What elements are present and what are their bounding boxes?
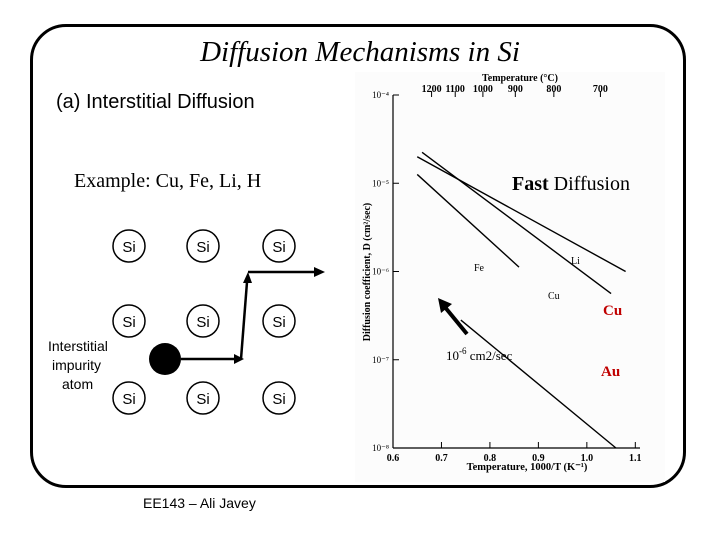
diffusion-path <box>181 267 325 364</box>
si-label: Si <box>196 314 209 331</box>
series-label-fe: Fe <box>474 263 485 274</box>
si-atom <box>262 229 296 263</box>
y-tick-label: 10⁻⁸ <box>372 443 389 453</box>
top-tick-label: 1200 <box>422 84 442 95</box>
top-tick-label: 1000 <box>473 84 493 95</box>
fast-rest: Diffusion <box>549 173 630 195</box>
si-label: Si <box>272 391 285 408</box>
impurity-label-line: Interstitial <box>48 338 108 354</box>
y-tick-label: 10⁻⁷ <box>372 355 389 365</box>
y-tick-label: 10⁻⁴ <box>372 90 389 100</box>
si-label: Si <box>196 239 209 256</box>
x-tick-label: 0.8 <box>484 453 497 464</box>
si-atom <box>186 381 220 415</box>
si-atom <box>262 381 296 415</box>
si-atom <box>112 229 146 263</box>
series-label-cu: Cu <box>548 291 560 302</box>
x-tick-label: 0.7 <box>435 453 448 464</box>
series-line-unlabeled-3 <box>460 319 617 449</box>
footer-text: EE143 – Ali Javey <box>143 495 256 511</box>
x-tick-label: 1.1 <box>629 453 642 464</box>
chart-background <box>355 72 665 482</box>
direction-arrow <box>438 298 469 336</box>
interstitial-impurity-atom <box>149 343 181 375</box>
si-label: Si <box>122 391 135 408</box>
si-label: Si <box>272 239 285 256</box>
fast-diffusion-annotation: Fast Diffusion <box>512 173 630 195</box>
top-tick-label: 700 <box>593 84 608 95</box>
coef-exp: -6 <box>459 346 467 356</box>
example-text: Example: Cu, Fe, Li, H <box>74 170 262 192</box>
slide-subtitle: (a) Interstitial Diffusion <box>56 91 255 113</box>
top-tick-label: 900 <box>508 84 523 95</box>
si-label: Si <box>122 314 135 331</box>
si-label: Si <box>272 314 285 331</box>
top-tick-label: 800 <box>546 84 561 95</box>
series-line-fe <box>416 173 520 268</box>
x-tick-label: 1.0 <box>581 453 594 464</box>
si-atom <box>112 381 146 415</box>
si-atom <box>186 229 220 263</box>
si-label: Si <box>196 391 209 408</box>
au-annotation: Au <box>601 364 620 380</box>
fast-bold: Fast <box>512 173 549 195</box>
impurity-label-line: impurity <box>52 357 101 373</box>
y-tick-label: 10⁻⁵ <box>372 178 389 188</box>
coef-base: 10 <box>446 348 459 363</box>
y-axis-label: Diffusion coefficient, D (cm²/sec) <box>362 203 373 342</box>
y-tick-label: 10⁻⁶ <box>372 267 389 277</box>
x-axis-label: Temperature, 1000/T (K⁻¹) <box>467 462 588 473</box>
y-axis-ticks: 10⁻⁴ 10⁻⁵ 10⁻⁶ 10⁻⁷ 10⁻⁸ <box>372 90 399 453</box>
si-label: Si <box>122 239 135 256</box>
series-label-li: Li <box>571 256 580 267</box>
cu-annotation: Cu <box>603 303 622 319</box>
series-lines <box>416 151 626 449</box>
x-tick-label: 0.6 <box>387 453 400 464</box>
top-axis-label: Temperature (°C) <box>482 73 558 84</box>
slide-frame <box>30 24 686 488</box>
series-line-li <box>416 156 626 273</box>
impurity-label: Interstitial impurity atom <box>48 338 108 392</box>
top-axis-ticks: 1200 1100 1000 900 800 700 <box>422 84 608 97</box>
impurity-label-line: atom <box>62 376 93 392</box>
si-atom-grid <box>112 229 296 415</box>
coefficient-annotation: 10-6 cm2/sec <box>446 346 513 363</box>
x-tick-label: 0.9 <box>532 453 545 464</box>
si-atom <box>112 304 146 338</box>
x-axis-ticks: 0.6 0.7 0.8 0.9 1.0 1.1 <box>387 442 642 464</box>
top-tick-label: 1100 <box>445 84 464 95</box>
si-atom <box>262 304 296 338</box>
series-line-cu <box>421 151 612 295</box>
slide-title: Diffusion Mechanisms in Si <box>200 36 520 68</box>
si-atom <box>186 304 220 338</box>
coef-unit: cm2/sec <box>467 348 513 363</box>
